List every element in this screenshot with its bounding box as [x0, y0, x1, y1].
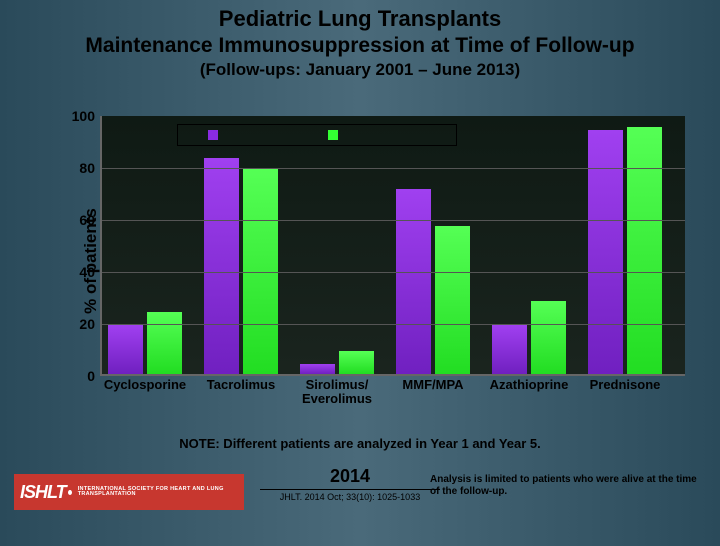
- x-category-label: MMF/MPA: [388, 378, 478, 392]
- ishlt-logo: ISHLT INTERNATIONAL SOCIETY FOR HEART AN…: [14, 474, 244, 510]
- bar-cyclosporine-s0: [108, 325, 143, 374]
- logo-fulltext: INTERNATIONAL SOCIETY FOR HEART AND LUNG…: [78, 487, 244, 498]
- gridline: [102, 272, 685, 273]
- gridline: [102, 220, 685, 221]
- y-tick-label: 40: [40, 264, 95, 280]
- gridline: [102, 168, 685, 169]
- bar-tacrolimus-s0: [204, 158, 239, 374]
- bar-cyclosporine-s1: [147, 312, 182, 374]
- x-category-label: Sirolimus/Everolimus: [292, 378, 382, 407]
- bar-mmf-s0: [396, 189, 431, 374]
- logo-dot-icon: [68, 490, 72, 495]
- plot-area: CyclosporineTacrolimusSirolimus/Everolim…: [100, 116, 685, 376]
- y-tick-label: 60: [40, 212, 95, 228]
- x-category-label: Cyclosporine: [100, 378, 190, 392]
- y-tick-label: 20: [40, 316, 95, 332]
- footer-center: 2014 JHLT. 2014 Oct; 33(10): 1025-1033: [260, 466, 440, 502]
- bar-azathioprine-s1: [531, 301, 566, 374]
- chart-container: % of patients CyclosporineTacrolimusSiro…: [40, 116, 690, 406]
- footer-analysis: Analysis is limited to patients who were…: [430, 474, 700, 498]
- x-category-label: Prednisone: [580, 378, 670, 392]
- bar-sirolimus-s0: [300, 364, 335, 374]
- bars-group: [102, 116, 685, 374]
- bar-sirolimus-s1: [339, 351, 374, 374]
- gridline: [102, 324, 685, 325]
- bar-prednisone-s1: [627, 127, 662, 374]
- y-tick-label: 100: [40, 108, 95, 124]
- footer-citation: JHLT. 2014 Oct; 33(10): 1025-1033: [260, 489, 440, 502]
- y-tick-label: 80: [40, 160, 95, 176]
- bar-prednisone-s0: [588, 130, 623, 374]
- x-category-label: Azathioprine: [484, 378, 574, 392]
- x-category-label: Tacrolimus: [196, 378, 286, 392]
- footer-year: 2014: [260, 466, 440, 487]
- title-line1: Pediatric Lung Transplants: [0, 6, 720, 32]
- y-tick-label: 0: [40, 368, 95, 384]
- title-line3: (Follow-ups: January 2001 – June 2013): [0, 60, 720, 80]
- chart-note: NOTE: Different patients are analyzed in…: [0, 436, 720, 451]
- bar-mmf-s1: [435, 226, 470, 374]
- bar-azathioprine-s0: [492, 325, 527, 374]
- title-line2: Maintenance Immunosuppression at Time of…: [0, 34, 720, 58]
- logo-abbrev: ISHLT: [14, 482, 66, 503]
